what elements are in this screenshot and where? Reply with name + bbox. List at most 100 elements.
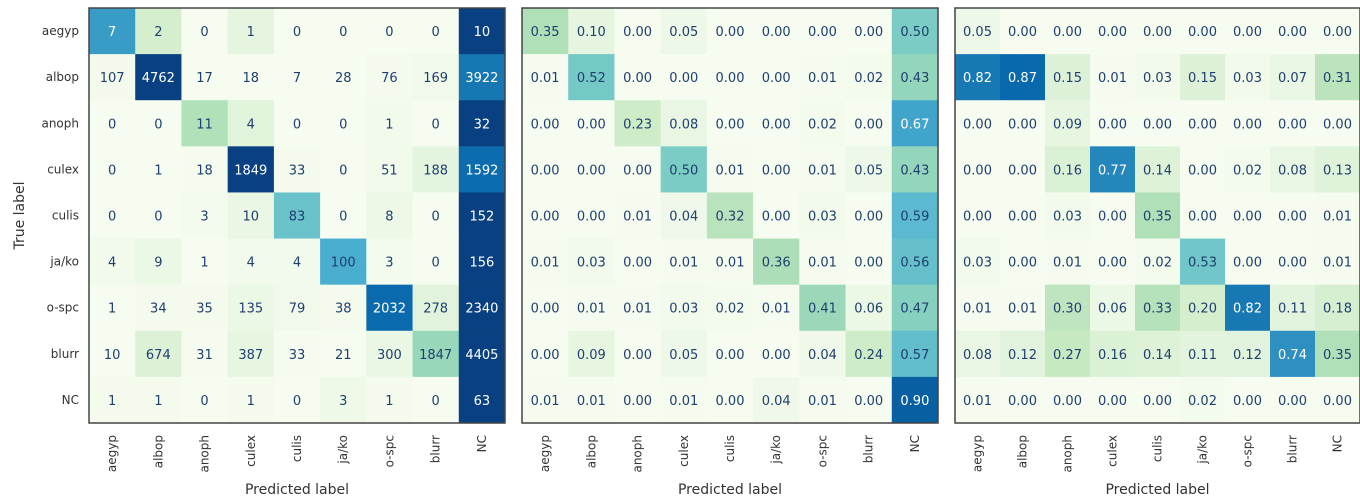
cell-value-label: 0.09 <box>577 348 606 363</box>
cell-value-label: 32 <box>474 117 491 132</box>
cell-value-label: 2 <box>154 25 162 40</box>
heatmap-cell <box>891 8 939 55</box>
cell-value-label: 11 <box>196 117 213 132</box>
heatmap-cell <box>412 192 460 240</box>
heatmap-cell <box>706 330 754 378</box>
cell-value-label: 0.08 <box>1278 163 1307 178</box>
x-axis-title: Predicted label <box>1105 482 1209 498</box>
cell-value-label: 4405 <box>465 348 498 363</box>
cell-value-label: 0.00 <box>1008 256 1037 271</box>
heatmap-cell <box>799 330 847 378</box>
heatmap-cell <box>227 376 275 424</box>
heatmap-cell <box>660 330 708 378</box>
cell-value-label: 0.00 <box>963 163 992 178</box>
cell-value-label: 34 <box>150 302 167 317</box>
heatmap-cell <box>1315 330 1360 378</box>
cell-value-label: 0.56 <box>900 256 929 271</box>
heatmap-cell <box>568 54 615 101</box>
heatmap-cell <box>1315 8 1360 55</box>
heatmap-cell <box>1225 192 1271 240</box>
heatmap-cell <box>227 146 275 193</box>
cell-value-label: 0.00 <box>577 163 606 178</box>
cell-value-label: 0.02 <box>808 117 837 132</box>
cell-value-label: 0.03 <box>808 210 837 225</box>
heatmap-cell <box>89 192 136 240</box>
heatmap-cell <box>181 146 229 193</box>
heatmap-cell <box>522 284 569 332</box>
heatmap-cell <box>614 284 662 332</box>
x-tick-label: culex <box>244 435 258 467</box>
heatmap-cell <box>135 8 182 55</box>
heatmap-cell <box>1090 8 1136 55</box>
x-tick-label: blurr <box>862 435 876 463</box>
heatmap-cell <box>135 284 182 332</box>
heatmap-cell <box>366 330 414 378</box>
cell-value-label: 0.01 <box>623 210 652 225</box>
heatmap-cell <box>1090 54 1136 101</box>
cell-value-label: 63 <box>474 394 491 409</box>
x-tick-label: anoph <box>1061 435 1075 473</box>
cell-value-label: 1 <box>385 117 393 132</box>
heatmap-cell <box>1315 146 1360 193</box>
cell-value-label: 1849 <box>234 163 267 178</box>
heatmap-cell <box>614 330 662 378</box>
heatmap-cell <box>1135 54 1181 101</box>
cell-value-label: 1 <box>247 394 255 409</box>
heatmap-cell <box>320 146 367 193</box>
heatmap-cell <box>660 100 708 147</box>
cell-value-label: 10 <box>243 210 260 225</box>
heatmap-cell <box>753 192 800 240</box>
heatmap-cell <box>1000 146 1046 193</box>
cell-value-label: 0 <box>339 210 347 225</box>
confusion-matrix-row-normalized: 0.35 0.10 0.00 0.05 0.00 0.00 0.00 0.00 0.50 0.01… <box>510 0 945 499</box>
cell-value-label: 0 <box>432 25 440 40</box>
heatmap-cell <box>522 376 569 424</box>
heatmap-cell <box>181 238 229 286</box>
heatmap-cell <box>181 284 229 332</box>
confusion-matrix-column-normalized: 0.05 0.00 0.00 0.00 0.00 0.00 0.00 0.00 0.00 0.82… <box>945 0 1360 499</box>
cell-value-label: 0.01 <box>577 394 606 409</box>
cell-value-label: 0 <box>432 256 440 271</box>
cell-value-label: 0.00 <box>531 302 560 317</box>
cell-value-label: 0.03 <box>1143 71 1172 86</box>
cell-value-label: 3 <box>385 256 393 271</box>
heatmap-cell <box>1225 146 1271 193</box>
heatmap-cell <box>181 54 229 101</box>
heatmap-cell <box>1045 284 1091 332</box>
cell-value-label: 0.05 <box>963 25 992 40</box>
heatmap-cell <box>135 100 182 147</box>
cell-value-label: 0 <box>108 117 116 132</box>
x-tick-label: ja/ko <box>336 435 350 465</box>
cell-value-label: 0.00 <box>1233 394 1262 409</box>
cell-value-label: 51 <box>381 163 398 178</box>
cell-value-label: 0.50 <box>900 25 929 40</box>
heatmap-cell <box>614 54 662 101</box>
heatmap-cell <box>458 284 506 332</box>
heatmap-cell <box>614 192 662 240</box>
heatmap-cell <box>1315 284 1360 332</box>
heatmap-cell <box>181 100 229 147</box>
heatmap-cell <box>753 146 800 193</box>
heatmap-cell <box>458 100 506 147</box>
cell-value-label: 0 <box>200 25 208 40</box>
cell-value-label: 0.01 <box>531 71 560 86</box>
cell-value-label: 0.23 <box>623 117 652 132</box>
cell-value-label: 100 <box>331 256 356 271</box>
x-tick-label: ja/ko <box>1196 435 1210 465</box>
y-tick-label: anoph <box>41 116 79 130</box>
heatmap-cell <box>273 100 321 147</box>
cell-value-label: 0.00 <box>1278 25 1307 40</box>
heatmap-cell <box>458 54 506 101</box>
heatmap-cell <box>1270 100 1316 147</box>
cell-value-label: 1 <box>385 394 393 409</box>
heatmap-cell <box>845 284 893 332</box>
heatmap-cell <box>320 238 367 286</box>
heatmap-cell <box>89 146 136 193</box>
heatmap-cell <box>955 284 1001 332</box>
heatmap-cell <box>273 330 321 378</box>
cell-value-label: 674 <box>146 348 171 363</box>
heatmap-frame <box>954 7 1360 424</box>
cell-value-label: 4 <box>293 256 301 271</box>
heatmap-cell <box>1045 376 1091 424</box>
heatmap-cell <box>845 100 893 147</box>
